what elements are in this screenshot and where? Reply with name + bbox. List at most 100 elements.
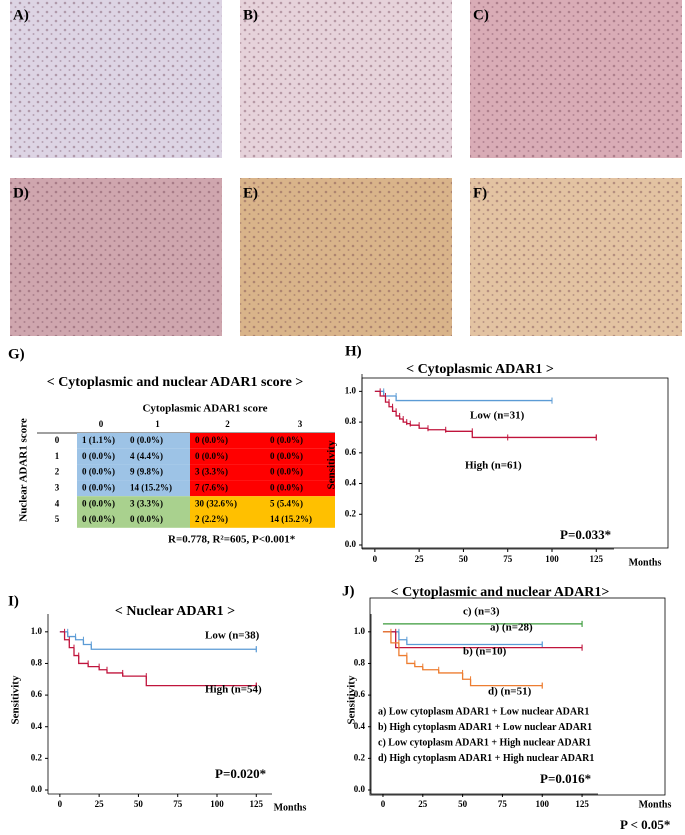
panel-label: I): [8, 593, 19, 609]
table-cell: [265, 480, 335, 497]
column-header: 0: [99, 419, 104, 429]
plot-frame: [369, 597, 666, 796]
x-tick-label: 125: [590, 554, 604, 564]
survival-step: [379, 391, 386, 397]
survival-step: [427, 428, 446, 431]
survival-step: [398, 631, 407, 641]
cell-text: 0 (0.0%): [82, 467, 115, 477]
x-tick-label: 100: [545, 554, 559, 564]
row-header: 3: [55, 482, 60, 492]
survival-step: [82, 639, 92, 646]
cell-text: 4 (4.4%): [130, 451, 163, 461]
y-tick-label: 0.2: [345, 508, 357, 518]
survival-step: [406, 422, 411, 425]
survival-step: [399, 415, 404, 420]
micrograph-texture: [10, 178, 222, 336]
curve-label: a) (n=28): [490, 622, 533, 634]
cell-text: 0 (0.0%): [195, 451, 228, 461]
micrograph-texture: [10, 0, 222, 158]
table-cell: [77, 496, 125, 512]
y-tick-label: 0.8: [354, 658, 366, 668]
cell-text: 30 (32.6%): [195, 498, 237, 508]
curve-label: b) (n=10): [463, 646, 507, 658]
survival-step: [68, 639, 74, 649]
micrograph-texture: [240, 0, 452, 158]
panel-label: C): [473, 7, 489, 23]
x-tick-label: 100: [536, 799, 550, 809]
x-tick-label: 125: [250, 799, 264, 809]
table-title: < Cytoplasmic and nuclear ADAR1 score >: [47, 375, 304, 390]
y-tick-label: 0.2: [31, 752, 43, 762]
chart-title: < Nuclear ADAR1 >: [115, 604, 235, 619]
cell-text: 0 (0.0%): [130, 435, 163, 445]
panel-label: B): [243, 7, 258, 23]
cell-text: 0 (0.0%): [130, 514, 163, 524]
column-header: 3: [298, 419, 303, 429]
y-tick-label: 0.0: [345, 539, 357, 549]
x-tick-label: 75: [503, 554, 513, 564]
table-cell: [265, 433, 335, 449]
survival-step: [418, 425, 428, 429]
survival-step: [409, 423, 420, 426]
survival-step: [78, 655, 89, 665]
cell-text: 0 (0.0%): [82, 498, 115, 508]
y-axis-label: Sensitivity: [346, 675, 358, 724]
y-tick-label: 0.8: [345, 416, 357, 426]
table-cell: [265, 496, 335, 512]
survival-step: [406, 639, 543, 646]
table-cell: [190, 464, 265, 481]
curve-label: Low (n=38): [205, 630, 260, 642]
table-cell: [77, 480, 125, 497]
x-tick-label: 0: [373, 554, 378, 564]
table-cell: [77, 448, 125, 465]
x-tick-label: 25: [95, 799, 105, 809]
x-axis-label: Months: [629, 557, 662, 568]
cell-text: 5 (5.4%): [270, 498, 303, 508]
row-header: 0: [55, 435, 60, 445]
survival-step: [438, 669, 463, 674]
y-tick-label: 0.6: [354, 689, 366, 699]
survival-step: [414, 663, 423, 668]
survival-step: [73, 647, 79, 657]
curve-label: Low (n=31): [470, 410, 525, 422]
chart-title: < Cytoplasmic ADAR1 >: [406, 362, 554, 377]
table-note: R=0.778, R²=605, P<0.001*: [168, 534, 296, 546]
panel-label: E): [243, 185, 258, 201]
table-cell: [190, 480, 265, 497]
cell-text: 1 (1.1%): [82, 435, 115, 445]
row-title: Nuclear ADAR1 score: [18, 418, 30, 522]
x-tick-label: 50: [134, 799, 144, 809]
x-tick-label: 125: [575, 799, 589, 809]
legend-note: d) High cytoplasm ADAR1 + High nuclear A…: [378, 753, 594, 764]
y-tick-label: 0.0: [31, 784, 43, 794]
survival-step: [106, 669, 123, 674]
column-header: 1: [155, 419, 160, 429]
y-tick-label: 0.6: [345, 447, 357, 457]
table-cell: [125, 512, 190, 528]
y-tick-label: 0.6: [31, 689, 43, 699]
y-tick-label: 0.2: [354, 752, 366, 762]
table-cell: [77, 464, 125, 481]
cell-text: 0 (0.0%): [270, 435, 303, 445]
table-cell: [77, 512, 125, 528]
survival-step: [90, 644, 257, 650]
survival-step: [395, 411, 400, 417]
x-tick-label: 50: [458, 799, 468, 809]
survival-step: [391, 406, 397, 412]
survival-step: [469, 679, 543, 687]
table-cell: [125, 448, 190, 465]
survival-step: [422, 666, 439, 671]
cell-text: 0 (0.0%): [82, 482, 115, 492]
curve-label: High (n=61): [465, 460, 522, 472]
p-value: P=0.020*: [215, 766, 266, 781]
row-header: 2: [55, 467, 60, 477]
p-value: P=0.016*: [540, 771, 591, 786]
survival-step: [395, 395, 552, 402]
cell-text: 0 (0.0%): [82, 514, 115, 524]
table-cell: [125, 433, 190, 449]
survival-step: [74, 636, 84, 641]
cell-text: 2 (2.2%): [195, 514, 228, 524]
micrograph-texture: [470, 0, 682, 158]
panel-label: G): [8, 346, 25, 362]
